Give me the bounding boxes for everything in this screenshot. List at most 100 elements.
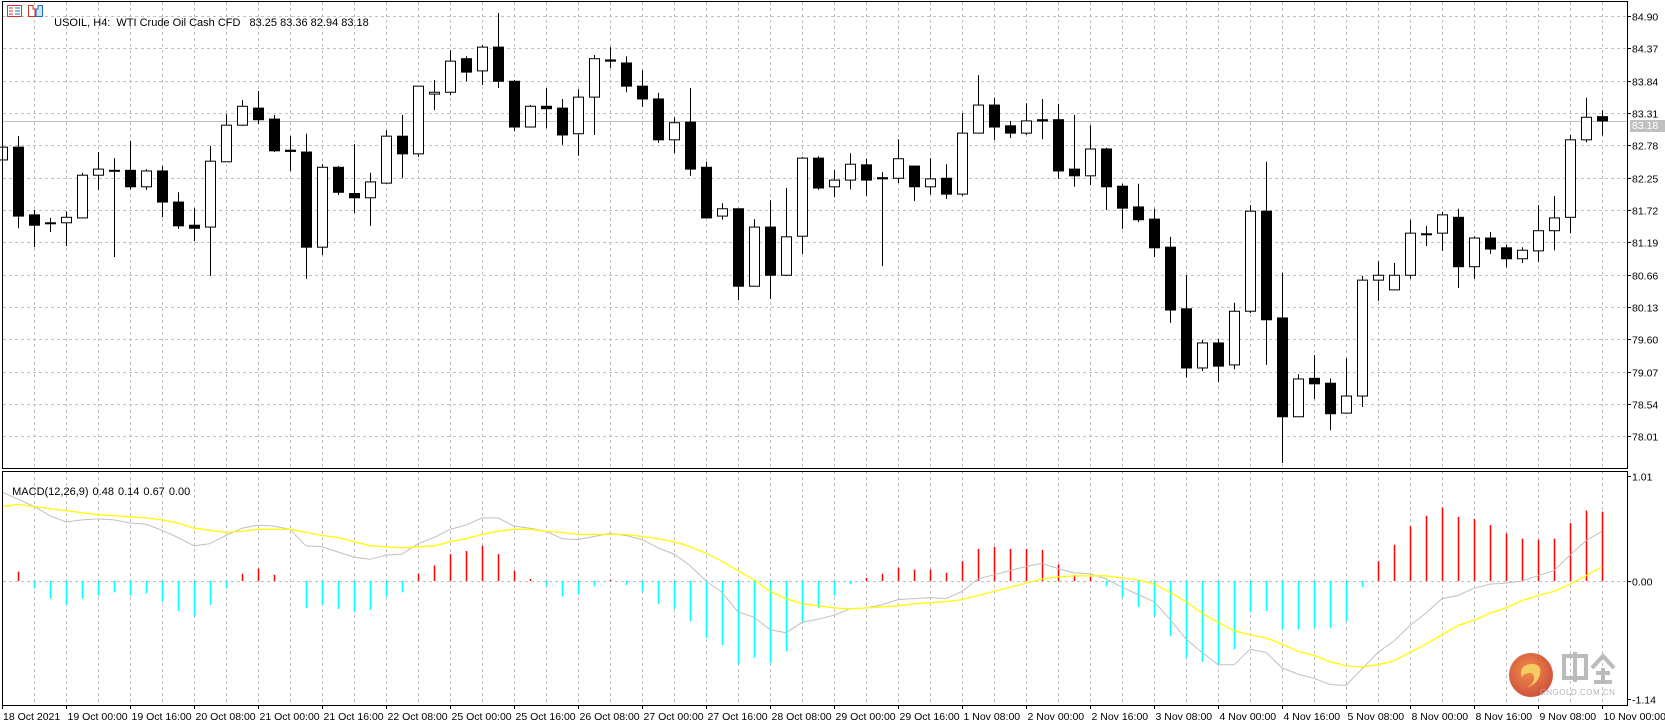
price-tick-label: 82.25 — [1632, 174, 1658, 186]
candle-body-bearish — [1277, 317, 1288, 418]
candle-body-bullish — [957, 132, 968, 195]
candle-body-bullish — [797, 157, 808, 237]
candle — [61, 211, 72, 246]
price-tick-label: 84.90 — [1632, 12, 1658, 24]
candle-body-bullish — [477, 46, 488, 72]
candle-body-bullish — [749, 226, 760, 287]
time-tick-label: 1 Nov 08:00 — [964, 711, 1021, 723]
time-tick-label: 19 Oct 16:00 — [132, 711, 192, 723]
candle-body-bullish — [1469, 237, 1480, 268]
time-axis: 18 Oct 2021 19 Oct 00:00 19 Oct 16:00 20 Oc… — [2, 705, 1665, 723]
market-depth-icon[interactable] — [28, 5, 43, 17]
candle-body-bearish — [765, 226, 776, 276]
candle-body-bullish — [525, 105, 536, 128]
candle-body-bullish — [109, 169, 120, 172]
candle — [909, 165, 920, 201]
candle — [381, 130, 392, 184]
candle — [605, 47, 616, 68]
candle-body-bearish — [1501, 247, 1512, 260]
candle — [157, 166, 168, 218]
macd-pane-frame — [2, 471, 1628, 706]
candle-body-bullish — [1581, 116, 1592, 141]
candle-body-bearish — [685, 121, 696, 170]
candle — [333, 166, 344, 195]
candle — [477, 45, 488, 85]
time-tick-label: 4 Nov 00:00 — [1220, 711, 1277, 723]
candle — [1501, 244, 1512, 268]
time-tick-label: 28 Oct 08:00 — [772, 711, 832, 723]
candle — [557, 98, 568, 145]
candle — [1469, 236, 1480, 279]
candle — [269, 114, 280, 153]
candle — [1229, 302, 1240, 370]
symbol-label: USOIL, H4: — [54, 17, 111, 29]
candle — [77, 172, 88, 219]
candle — [317, 164, 328, 256]
candle-body-bearish — [1005, 125, 1016, 134]
candle-body-bullish — [1357, 279, 1368, 397]
candle-body-bullish — [845, 163, 856, 181]
candle — [845, 153, 856, 190]
candle — [1101, 147, 1112, 210]
candle-body-bearish — [285, 149, 296, 152]
candle — [1053, 103, 1064, 179]
time-tick-label: 2 Nov 16:00 — [1092, 711, 1149, 723]
candle — [1197, 339, 1208, 372]
candle — [1517, 247, 1528, 264]
candle-body-bearish — [701, 166, 712, 219]
macd-histogram — [17, 507, 1604, 665]
candle-body-bullish — [893, 158, 904, 179]
candle — [1421, 225, 1432, 246]
extra-value: 0.00 — [168, 486, 191, 498]
candle-body-bearish — [861, 164, 872, 181]
candle-body-bearish — [1213, 342, 1224, 367]
candle-body-bearish — [13, 146, 24, 217]
candle — [573, 89, 584, 156]
candle — [1261, 161, 1272, 365]
candle — [29, 209, 40, 248]
candle-body-bullish — [1389, 274, 1400, 291]
time-tick-label: 21 Oct 00:00 — [260, 711, 320, 723]
candle — [493, 12, 504, 88]
candle — [93, 152, 104, 190]
candle — [941, 164, 952, 199]
price-tick-label: 81.72 — [1632, 206, 1658, 218]
candle-body-bearish — [333, 166, 344, 193]
time-tick-label: 20 Oct 08:00 — [196, 711, 256, 723]
time-tick-label: 27 Oct 16:00 — [708, 711, 768, 723]
candle-body-bearish — [1309, 377, 1320, 385]
candle — [1453, 208, 1464, 289]
candle — [237, 100, 248, 126]
candle-body-bearish — [733, 208, 744, 287]
candle-body-bullish — [573, 96, 584, 135]
time-tick-label: 8 Nov 00:00 — [1412, 711, 1469, 723]
candle-body-bullish — [781, 236, 792, 276]
candle — [749, 219, 760, 287]
time-tick-label: 25 Oct 00:00 — [452, 711, 512, 723]
candle-body-bearish — [1165, 246, 1176, 311]
candle — [1405, 219, 1416, 279]
candle — [253, 91, 264, 124]
candle — [685, 87, 696, 176]
macd-line — [1, 491, 1603, 687]
candle-body-bearish — [989, 104, 1000, 128]
candle-body-bearish — [1117, 185, 1128, 209]
candle — [1389, 263, 1400, 291]
candle-body-bullish — [61, 216, 72, 224]
candle-body-bearish — [253, 107, 264, 121]
candle — [1165, 236, 1176, 323]
candle — [397, 114, 408, 179]
watermark-domain: CNGOLD.COM.CN — [1540, 688, 1616, 697]
candle — [813, 156, 824, 190]
candle-body-bullish — [237, 105, 248, 126]
candle-body-bullish — [365, 181, 376, 199]
trade-list-icon[interactable] — [7, 5, 22, 17]
candle-body-bullish — [205, 160, 216, 228]
time-tick-label: 4 Nov 16:00 — [1284, 711, 1341, 723]
candle-body-bullish — [77, 174, 88, 219]
candle-body-bullish — [381, 135, 392, 184]
candle-body-bullish — [1197, 342, 1208, 369]
candle-body-bearish — [1597, 116, 1608, 122]
candle-body-bullish — [429, 91, 440, 95]
